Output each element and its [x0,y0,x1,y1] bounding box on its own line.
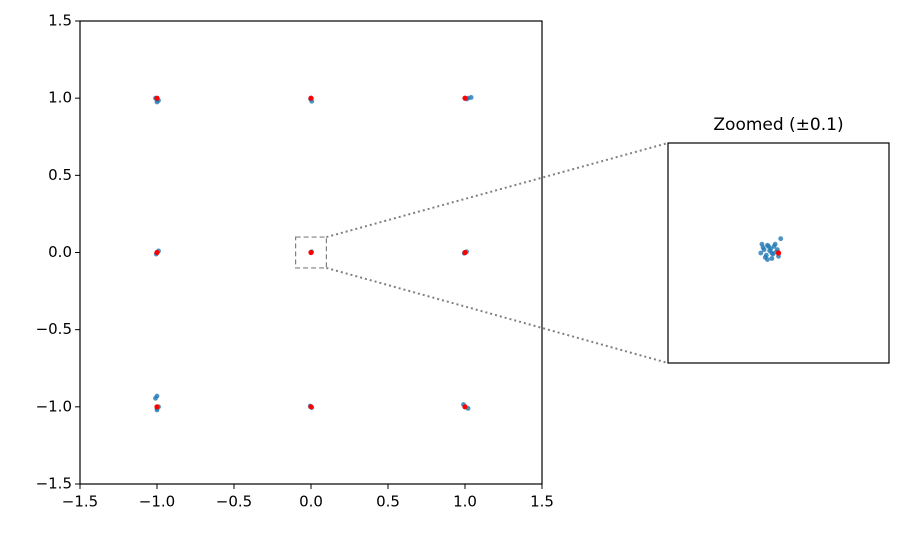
reference-point [154,404,160,410]
zoom-connector [326,142,669,239]
y-tick-label: −1.0 [36,397,72,415]
reference-point [308,404,314,410]
y-tick-label: 0.0 [48,243,72,261]
reference-point [308,95,314,101]
data-point [761,247,767,253]
y-tick-label: 1.5 [48,12,72,30]
reference-point [462,404,468,410]
reference-point [154,95,160,101]
data-point [468,94,474,100]
x-tick-label: 0.5 [376,493,400,511]
y-tick-label: 0.5 [48,166,72,184]
data-point [769,256,775,261]
y-tick-label: 1.0 [48,89,72,107]
reference-point [154,249,160,256]
data-point [766,244,771,249]
reference-point [775,250,782,256]
data-point [769,250,775,256]
x-tick-label: −1.5 [62,493,98,511]
data-point [765,257,770,262]
x-tick-label: 1.5 [530,493,554,511]
data-point [772,241,778,247]
y-tick-label: −1.5 [36,475,72,493]
reference-point [462,249,468,256]
plot-frame [79,20,543,485]
reference-point [462,95,468,101]
data-point [154,99,160,105]
reference-point [308,249,314,256]
y-tick-label: −0.5 [36,320,72,338]
x-tick-label: 1.0 [453,493,477,511]
zoom-connector [326,266,669,364]
data-point [778,236,784,242]
data-point [763,252,769,258]
data-point [759,241,765,247]
zoom-region [295,236,328,269]
x-tick-label: 0.0 [299,493,323,511]
data-point [153,395,158,401]
x-tick-label: −0.5 [216,493,252,511]
plot-frame [667,142,890,364]
chart-title: Zoomed (±0.1) [713,115,843,135]
data-point [758,250,764,256]
x-tick-label: −1.0 [139,493,175,511]
